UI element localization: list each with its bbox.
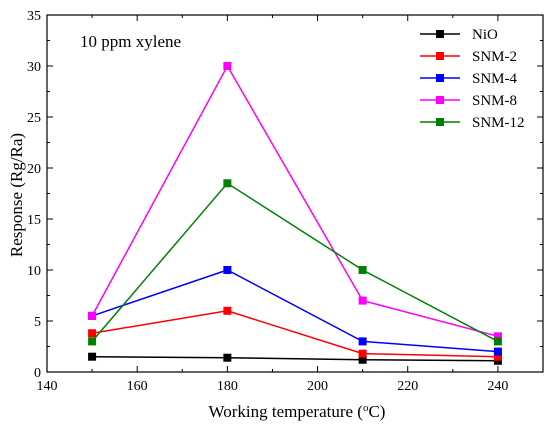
series-snm-2 [88,306,502,361]
series-snm-8 [88,62,502,341]
data-point-nio [358,355,367,364]
y-tick-labels: 0 5 10 15 20 25 30 35 [27,9,41,381]
data-point-snm-2 [88,329,97,338]
legend-label: SNM-2 [472,49,517,65]
data-point-snm-2 [223,306,232,315]
annotation-text: 10 ppm xylene [80,32,181,51]
legend-item-snm-4: SNM-4 [420,71,518,87]
plot-frame [46,14,544,373]
y-tick-label: 0 [34,366,41,381]
x-tick-label: 160 [127,379,148,394]
series-line-snm-4 [91,269,498,353]
data-point-snm-12 [493,337,502,346]
series-line-snm-12 [91,182,499,343]
data-point-nio [88,352,97,361]
legend-item-snm-8: SNM-8 [420,93,517,109]
legend-marker [436,30,444,38]
legend-marker [436,96,444,104]
axis-ticks [46,14,543,373]
y-tick-label: 35 [27,9,41,24]
series-line-snm-8 [91,64,499,338]
data-point-snm-2 [493,352,502,361]
legend-marker [436,52,444,60]
legend-label: SNM-12 [472,115,525,131]
y-tick-label: 25 [27,111,41,126]
data-point-snm-8 [88,311,97,320]
data-point-snm-8 [358,296,367,305]
x-tick-label: 200 [307,379,328,394]
y-axis-title: Response (Rg/Ra) [7,133,26,257]
data-point-snm-12 [223,179,232,188]
legend-label: SNM-8 [472,93,517,109]
legend-item-nio: NiO [420,27,498,43]
y-tick-label: 30 [27,60,41,75]
data-point-snm-4 [493,347,502,356]
x-tick-labels: 140 160 180 200 220 240 [37,379,509,394]
legend-item-snm-12: SNM-12 [420,115,525,131]
series-line-nio [92,355,498,362]
x-tick-label: 180 [217,379,238,394]
data-point-snm-8 [223,62,232,70]
legend-marker [436,118,444,126]
y-tick-label: 10 [27,264,41,279]
x-tick-label: 240 [487,379,508,394]
data-point-snm-12 [358,266,367,274]
data-point-nio [493,356,502,365]
series-line-snm-2 [91,310,498,358]
y-tick-label: 20 [27,162,41,177]
legend-item-snm-2: SNM-2 [420,49,517,65]
data-point-snm-4 [223,266,232,274]
series-snm-12 [88,179,502,346]
series-layer [88,62,502,365]
legend-label: SNM-4 [472,71,518,87]
x-tick-label: 220 [397,379,418,394]
data-point-snm-4 [358,337,367,346]
legend-marker [436,74,444,82]
data-point-snm-2 [358,349,367,358]
legend-label: NiO [472,27,498,43]
y-tick-label: 5 [34,315,41,330]
x-axis-title: Working temperature (oC) [209,402,386,421]
data-point-snm-12 [88,337,97,346]
y-tick-label: 15 [27,213,41,228]
legend: NiO SNM-2 SNM-4 SNM-8 SNM-12 [420,27,525,131]
data-point-nio [223,353,232,362]
x-tick-label: 140 [37,379,58,394]
series-nio [88,352,502,365]
data-point-snm-8 [493,332,502,341]
